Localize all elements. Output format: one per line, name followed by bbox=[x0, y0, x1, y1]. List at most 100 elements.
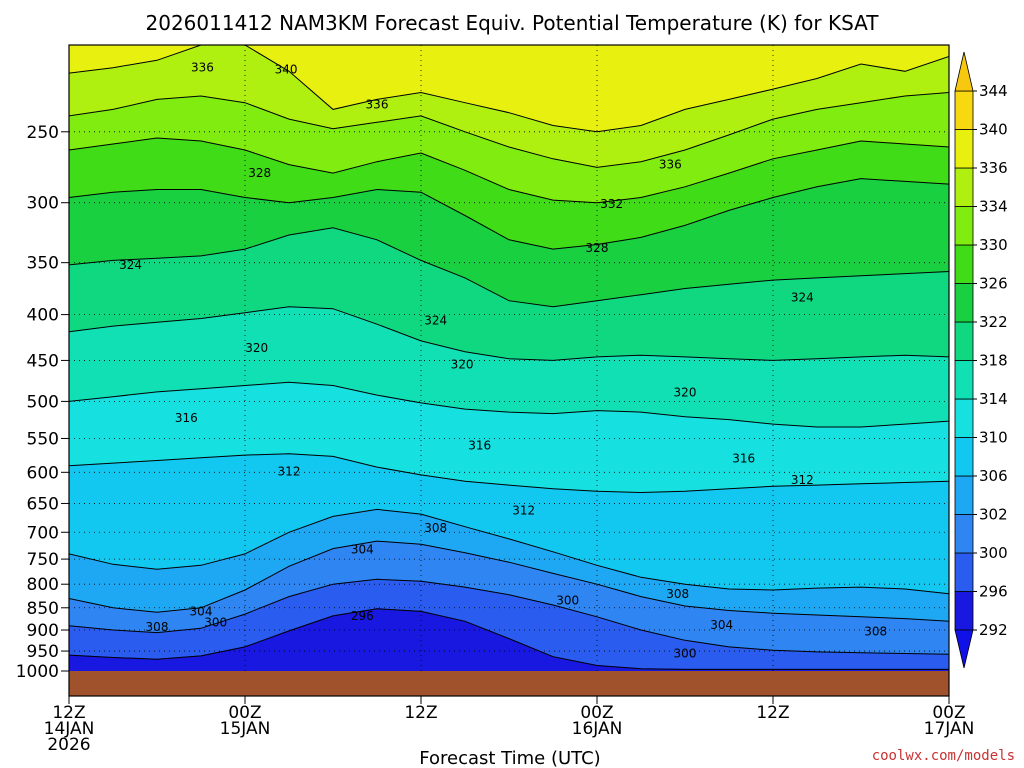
contour-line bbox=[69, 227, 949, 308]
x-axis-label: Forecast Time (UTC) bbox=[419, 748, 600, 768]
contour-line bbox=[69, 608, 949, 670]
contour-label: 296 bbox=[351, 609, 374, 623]
contour-lines bbox=[69, 45, 949, 670]
colorbar-label: 292 bbox=[979, 621, 1008, 639]
x-tick-label: 15JAN bbox=[220, 719, 271, 739]
contour-label: 308 bbox=[424, 521, 447, 535]
contour-label: 308 bbox=[864, 624, 887, 638]
contour-label: 340 bbox=[275, 62, 298, 76]
colorbar-label: 334 bbox=[979, 198, 1008, 216]
contour-line bbox=[69, 453, 949, 494]
colorbar-label: 326 bbox=[979, 275, 1008, 293]
colorbar-arrow-bottom bbox=[954, 629, 974, 669]
contour-label: 324 bbox=[791, 291, 814, 305]
contour-line bbox=[69, 92, 949, 168]
colorbar-label: 296 bbox=[979, 583, 1008, 601]
colorbar-label: 302 bbox=[979, 506, 1008, 524]
colorbar-segment bbox=[954, 514, 974, 554]
y-tick-label: 500 bbox=[27, 392, 59, 412]
colorbar-segment bbox=[954, 167, 974, 207]
y-tick-label: 400 bbox=[27, 306, 59, 326]
contour-line bbox=[69, 508, 949, 595]
chart-title: 2026011412 NAM3KM Forecast Equiv. Potent… bbox=[146, 11, 880, 35]
contour-line bbox=[69, 306, 949, 361]
colorbar-segment bbox=[954, 475, 974, 515]
y-tick-label: 900 bbox=[27, 621, 59, 641]
contour-line bbox=[69, 45, 949, 133]
x-tick-label: 12Z bbox=[52, 703, 85, 723]
colorbar: 292 296 300 302 306 310 314 318 322 326 330 334 336 3… bbox=[954, 51, 1008, 669]
ground-surface bbox=[69, 671, 949, 696]
colorbar-label: 310 bbox=[979, 429, 1008, 447]
x-tick-label: 2026 bbox=[47, 735, 90, 755]
contour-label: 304 bbox=[190, 604, 213, 618]
y-tick-label: 350 bbox=[27, 254, 59, 274]
contour-label: 304 bbox=[351, 543, 374, 557]
colorbar-segment bbox=[954, 244, 974, 284]
y-tick-label: 950 bbox=[27, 642, 59, 662]
contour-label: 324 bbox=[424, 313, 447, 327]
contour-label: 320 bbox=[451, 358, 474, 372]
y-tick-label: 650 bbox=[27, 494, 59, 514]
x-tick-label: 00Z bbox=[580, 703, 613, 723]
contour-label: 316 bbox=[732, 451, 755, 465]
contour-label: 312 bbox=[278, 465, 301, 479]
y-tick-label: 750 bbox=[27, 550, 59, 570]
contour-label: 332 bbox=[600, 197, 623, 211]
contour-label: 320 bbox=[245, 341, 268, 355]
colorbar-segment bbox=[954, 591, 974, 631]
y-tick-label: 450 bbox=[27, 351, 59, 371]
temperature-field bbox=[69, 45, 949, 671]
contour-label: 304 bbox=[710, 618, 733, 632]
contour-label: 300 bbox=[674, 646, 697, 660]
contour-label: 336 bbox=[191, 61, 214, 75]
colorbar-label: 314 bbox=[979, 390, 1008, 408]
colorbar-segment bbox=[954, 90, 974, 130]
colorbar-segment bbox=[954, 129, 974, 169]
contour-label: 336 bbox=[366, 97, 389, 111]
contour-label: 328 bbox=[586, 241, 609, 255]
contour-line bbox=[69, 540, 949, 622]
colorbar-segment bbox=[954, 321, 974, 361]
y-tick-label: 250 bbox=[27, 123, 59, 143]
x-tick-label: 14JAN bbox=[44, 719, 95, 739]
contour-label: 316 bbox=[468, 438, 491, 452]
colorbar-label: 300 bbox=[979, 544, 1008, 562]
colorbar-segment bbox=[954, 283, 974, 323]
x-tick-label: 16JAN bbox=[572, 719, 623, 739]
colorbar-label: 322 bbox=[979, 313, 1008, 331]
y-tick-label: 600 bbox=[27, 463, 59, 483]
colorbar-label: 330 bbox=[979, 236, 1008, 254]
x-tick-label: 00Z bbox=[228, 703, 261, 723]
contour-label: 312 bbox=[791, 473, 814, 487]
y-tick-label: 800 bbox=[27, 575, 59, 595]
y-tick-label: 300 bbox=[27, 194, 59, 214]
colorbar-label: 318 bbox=[979, 352, 1008, 370]
contour-label: 308 bbox=[666, 587, 689, 601]
colorbar-segment bbox=[954, 360, 974, 400]
contour-line bbox=[69, 381, 949, 428]
contour-label: 316 bbox=[175, 411, 198, 425]
contour-label: 300 bbox=[204, 616, 227, 630]
colorbar-label: 306 bbox=[979, 467, 1008, 485]
plot-frame bbox=[68, 44, 950, 697]
x-tick-label: 17JAN bbox=[924, 719, 975, 739]
contour-label: 324 bbox=[119, 258, 142, 272]
y-tick-label: 550 bbox=[27, 429, 59, 449]
contour-label: 308 bbox=[146, 620, 169, 634]
credit-text: coolwx.com/models bbox=[872, 748, 1015, 764]
colorbar-label: 340 bbox=[979, 121, 1008, 139]
x-tick-label: 12Z bbox=[404, 703, 437, 723]
grid-lines bbox=[69, 45, 949, 671]
colorbar-label: 344 bbox=[979, 82, 1008, 100]
colorbar-segment bbox=[954, 437, 974, 477]
contour-labels: 336 340 336 328 336 332 328 324 324 324 320 320 320 3… bbox=[119, 61, 887, 661]
contour-label: 312 bbox=[512, 504, 535, 518]
colorbar-arrow-top bbox=[954, 51, 974, 92]
contour-label: 328 bbox=[248, 166, 271, 180]
colorbar-label: 336 bbox=[979, 159, 1008, 177]
contour-label: 336 bbox=[659, 158, 682, 172]
colorbar-segment bbox=[954, 206, 974, 246]
